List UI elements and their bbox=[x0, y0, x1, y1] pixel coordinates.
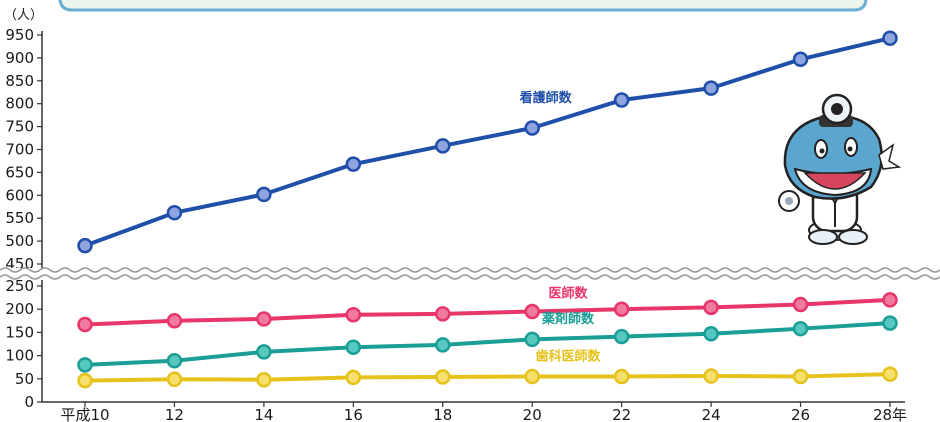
series-line bbox=[84, 297, 891, 327]
series-label: 薬剤師数 bbox=[541, 311, 595, 327]
data-point bbox=[166, 313, 183, 329]
x-tick-label: 28年 bbox=[873, 406, 907, 422]
y-tick-label: 700 bbox=[5, 141, 34, 159]
series-line bbox=[84, 372, 891, 383]
data-point bbox=[613, 92, 630, 108]
data-point bbox=[166, 352, 183, 369]
y-tick-label: 0 bbox=[24, 393, 34, 411]
data-point bbox=[166, 204, 183, 221]
x-tick-label: 14 bbox=[254, 406, 273, 422]
series-label: 看護師数 bbox=[520, 90, 573, 106]
data-point bbox=[703, 368, 719, 384]
y-axis-ticks: 0501001502002504505005506006507007508008… bbox=[5, 26, 42, 411]
y-tick-label: 600 bbox=[5, 186, 34, 204]
data-point bbox=[613, 301, 630, 317]
x-tick-label: 20 bbox=[523, 406, 542, 422]
series-label: 医師数 bbox=[548, 286, 588, 302]
x-tick-label: 24 bbox=[702, 406, 721, 422]
y-tick-label: 900 bbox=[5, 49, 34, 67]
data-point bbox=[77, 372, 93, 389]
data-point bbox=[524, 303, 540, 320]
x-tick-label: 26 bbox=[791, 406, 810, 422]
data-point bbox=[882, 30, 898, 46]
data-point bbox=[703, 299, 719, 316]
data-point bbox=[256, 311, 272, 327]
data-point bbox=[703, 80, 719, 96]
data-point bbox=[524, 368, 540, 385]
title-banner bbox=[58, 0, 868, 12]
data-point bbox=[613, 368, 630, 385]
data-point bbox=[435, 138, 451, 154]
data-point bbox=[792, 320, 809, 337]
y-tick-label: 100 bbox=[5, 347, 34, 365]
y-tick-label: 150 bbox=[5, 323, 34, 341]
data-point bbox=[256, 186, 272, 203]
x-tick-label: 16 bbox=[344, 406, 363, 422]
data-point bbox=[256, 371, 272, 388]
y-tick-label: 850 bbox=[5, 72, 34, 90]
y-tick-label: 250 bbox=[5, 277, 34, 295]
data-point bbox=[882, 366, 898, 382]
data-point bbox=[256, 344, 272, 360]
axis-break-wave-top bbox=[0, 267, 940, 273]
data-point bbox=[345, 339, 362, 355]
axes bbox=[41, 31, 905, 403]
y-tick-label: 50 bbox=[15, 370, 34, 388]
data-point bbox=[882, 315, 898, 331]
y-tick-label: 550 bbox=[5, 209, 34, 227]
y-tick-label: 950 bbox=[5, 26, 34, 44]
y-tick-label: 750 bbox=[5, 118, 34, 136]
y-axis-unit-label: （人） bbox=[4, 8, 43, 23]
data-point bbox=[524, 331, 540, 348]
data-point bbox=[345, 369, 362, 386]
y-tick-label: 650 bbox=[5, 163, 34, 181]
data-point bbox=[435, 337, 451, 353]
y-tick-label: 200 bbox=[5, 300, 34, 318]
data-point bbox=[792, 368, 809, 385]
x-tick-label: 平成10 bbox=[60, 406, 109, 422]
data-point bbox=[77, 237, 93, 254]
x-axis-ticks: 平成10 12 14 16 18 20 22 24 26 28年 bbox=[60, 402, 907, 422]
doctor-character-icon bbox=[778, 93, 902, 245]
series-line bbox=[84, 321, 891, 367]
data-point bbox=[345, 156, 362, 172]
data-point bbox=[882, 292, 898, 308]
axis-break-wave-bottom bbox=[0, 274, 940, 280]
y-tick-label: 800 bbox=[5, 95, 34, 113]
x-tick-label: 12 bbox=[165, 406, 184, 422]
data-point bbox=[77, 316, 93, 333]
data-point bbox=[703, 326, 719, 342]
data-point bbox=[435, 369, 451, 385]
series-label: 歯科医師数 bbox=[535, 348, 601, 364]
data-point bbox=[345, 307, 362, 323]
axis-break-gap bbox=[0, 268, 940, 280]
axis-break bbox=[0, 267, 940, 280]
series-line bbox=[84, 36, 891, 248]
series-group bbox=[77, 30, 898, 389]
data-point bbox=[77, 357, 93, 373]
data-point bbox=[792, 296, 809, 313]
data-point bbox=[613, 328, 630, 345]
data-point bbox=[792, 51, 809, 68]
data-point bbox=[166, 371, 183, 388]
x-tick-label: 22 bbox=[612, 406, 631, 422]
data-point bbox=[524, 120, 540, 136]
x-tick-label: 18 bbox=[433, 406, 452, 422]
data-point bbox=[435, 306, 451, 322]
y-tick-label: 500 bbox=[5, 232, 34, 250]
